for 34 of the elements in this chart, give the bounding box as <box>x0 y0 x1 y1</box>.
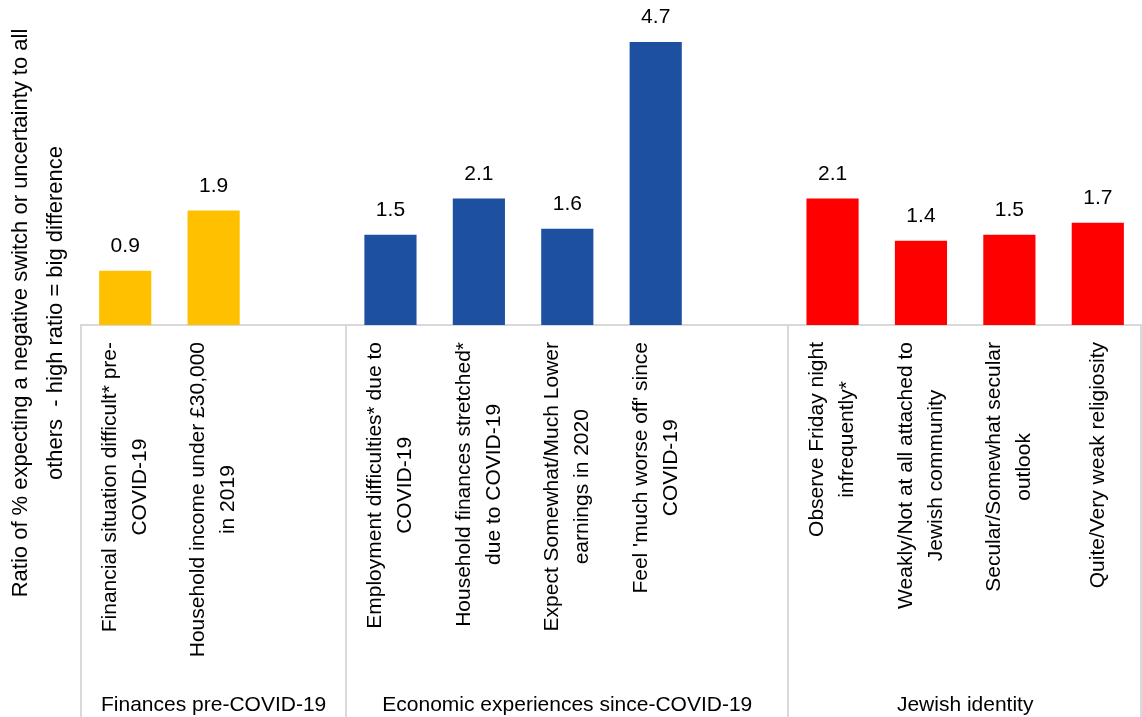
x-tick-label: Household finances stretched* due to COVID-19 <box>450 342 504 627</box>
data-label: 2.1 <box>817 160 848 184</box>
text: Finances pre-COVID-19 <box>101 691 327 715</box>
data-label: 2.1 <box>464 160 494 184</box>
y-axis-title: Ratio of % expecting a negative switch or uncertainty to all others - high ratio = big difference <box>7 28 68 598</box>
bar <box>452 198 505 325</box>
x-tick-label: Secular/Somewhat secular outlook <box>981 341 1035 592</box>
bar <box>541 228 594 325</box>
x-tick-label: Weakly/Not at all attached to Jewish community <box>892 342 946 609</box>
bar <box>187 210 240 325</box>
x-tick-label: Employment difficulties* due to COVID-19 <box>362 342 416 629</box>
data-label: 1.4 <box>906 202 936 226</box>
x-tick-label: Household income under £30,000 in 2019 <box>185 342 239 658</box>
bar <box>364 234 417 325</box>
data-label: 1.6 <box>552 190 582 214</box>
bar <box>894 240 948 325</box>
data-label: 1.5 <box>375 196 406 220</box>
x-tick-label: Quite/Very weak religiosity <box>1084 341 1108 589</box>
text: Jewish identity <box>896 691 1034 715</box>
bar <box>99 270 152 325</box>
bar <box>629 42 682 325</box>
data-label: 1.7 <box>1083 184 1113 208</box>
bar <box>983 234 1036 325</box>
data-label: 0.9 <box>110 232 140 256</box>
data-label: 1.5 <box>994 196 1024 220</box>
x-tick-label: Feel 'much worse off' since COVID-19 <box>627 342 681 594</box>
data-label: 4.7 <box>641 4 671 28</box>
x-tick-label: Observe Friday night infrequently* <box>804 341 858 537</box>
text: Economic experiences since-COVID-19 <box>382 691 753 715</box>
x-tick-label: Financial situation difficult* pre-COVID-19 <box>97 342 151 633</box>
bar <box>806 198 859 325</box>
bar <box>1071 222 1124 325</box>
data-label: 1.9 <box>199 172 229 196</box>
x-tick-label: Expect Somewhat/Much Lower earnings in 2020 <box>539 341 593 632</box>
